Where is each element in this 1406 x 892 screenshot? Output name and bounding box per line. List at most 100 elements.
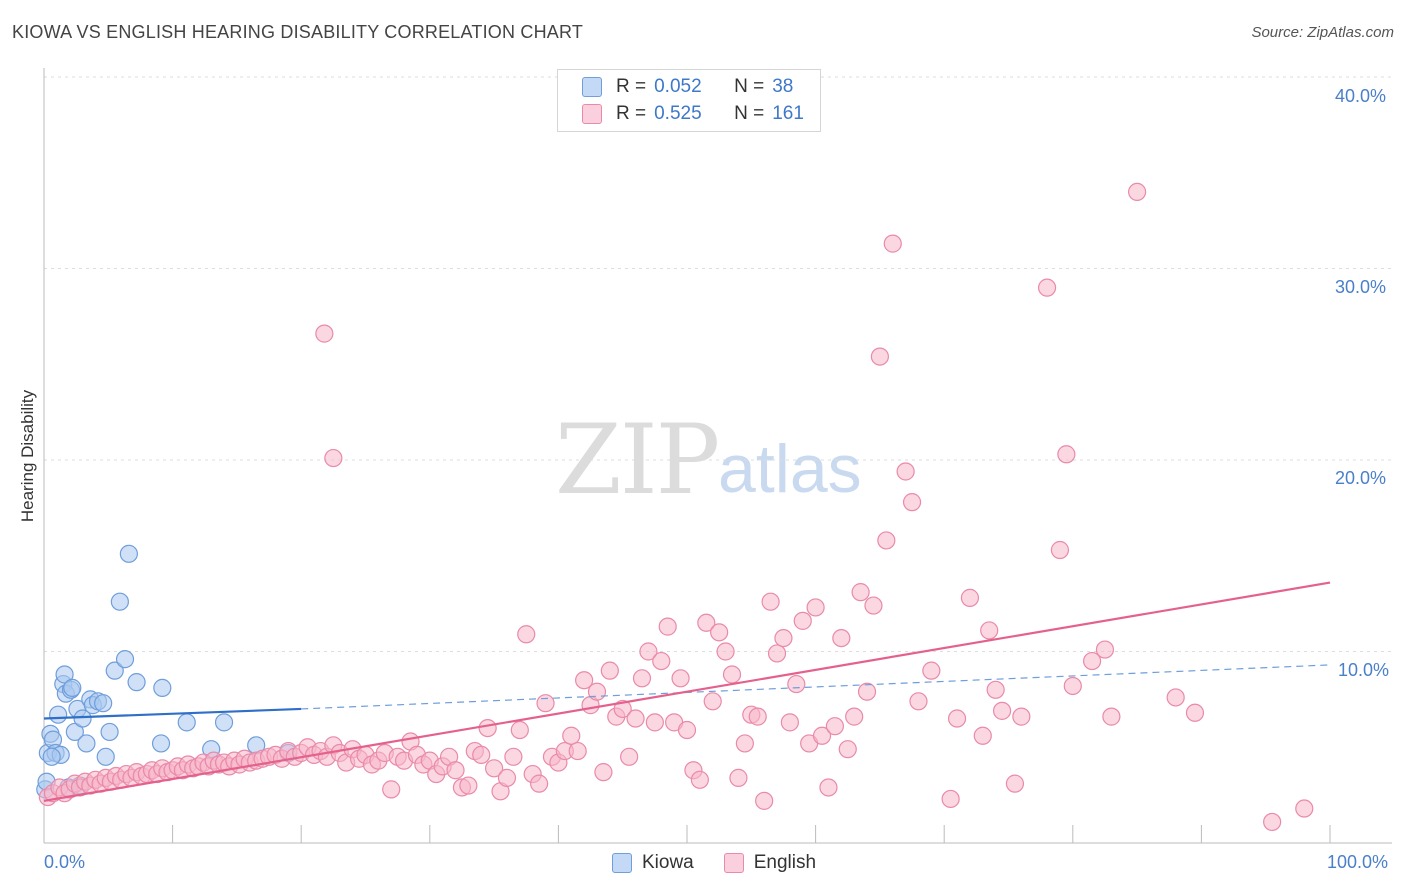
english-point: [485, 759, 504, 778]
english-point: [767, 644, 787, 663]
kiowa-point: [153, 678, 172, 697]
kiowa-point: [105, 661, 124, 680]
y-tick-label: 20.0%: [1335, 468, 1387, 488]
english-point: [613, 699, 632, 719]
english-point: [1037, 278, 1057, 297]
english-point: [1166, 688, 1185, 707]
kiowa-point: [127, 673, 146, 692]
r-value: 0.525: [654, 103, 702, 124]
english-point: [504, 747, 523, 766]
english-point: [947, 709, 967, 728]
english-point: [677, 720, 697, 740]
kiowa-point: [49, 705, 68, 724]
kiowa-swatch: [612, 853, 632, 873]
english-point: [517, 625, 536, 644]
english-point: [575, 671, 594, 690]
english-point: [877, 531, 896, 550]
english-point: [324, 448, 343, 468]
kiowa-point: [94, 694, 113, 713]
english-point: [857, 682, 877, 701]
english-point: [774, 628, 793, 648]
english-point: [315, 324, 334, 343]
english-point: [864, 596, 883, 615]
legend-item-english[interactable]: English: [723, 852, 816, 874]
n-label: N =: [734, 103, 765, 124]
english-point: [787, 674, 806, 694]
english-point: [716, 642, 735, 661]
english-point: [594, 763, 613, 782]
english-point: [973, 726, 992, 745]
english-point: [645, 713, 664, 732]
english-point: [658, 617, 677, 636]
english-point: [1095, 640, 1115, 659]
english-point: [478, 718, 497, 738]
english-point: [819, 778, 838, 797]
english-point: [986, 680, 1005, 699]
english-point: [812, 726, 832, 745]
kiowa-point: [151, 734, 171, 753]
english-point: [626, 709, 645, 728]
r-value: 0.052: [654, 76, 702, 97]
english-point: [639, 642, 658, 661]
english-point: [883, 234, 902, 253]
kiowa-point: [177, 713, 196, 732]
english-point: [838, 740, 857, 759]
english-point: [446, 761, 465, 780]
kiowa-point: [73, 709, 92, 728]
english-point: [761, 592, 780, 611]
legend-item-kiowa[interactable]: Kiowa: [612, 852, 694, 874]
y-tick-label: 10.0%: [1338, 660, 1390, 680]
x-tick-label: 100.0%: [1327, 852, 1389, 872]
kiowa-point: [77, 734, 96, 753]
english-point: [690, 770, 709, 789]
english-point: [710, 623, 729, 642]
english-point: [620, 747, 639, 766]
english-point: [960, 588, 980, 607]
english-point: [832, 628, 851, 648]
english-point: [825, 717, 844, 736]
n-value: 38: [772, 76, 794, 97]
chart-title: KIOWA VS ENGLISH HEARING DISABILITY CORR…: [12, 22, 584, 42]
english-point: [922, 661, 941, 680]
english-point: [600, 661, 619, 680]
english-point: [652, 651, 671, 671]
english-swatch: [723, 853, 744, 873]
legend-label: Kiowa: [642, 852, 694, 873]
english-point: [941, 789, 960, 809]
kiowa-point: [115, 650, 135, 669]
kiowa-point: [100, 722, 119, 742]
series-legend: Kiowa English: [612, 852, 846, 874]
kiowa-swatch: [582, 77, 602, 97]
correlation-legend: R = 0.052 N = 38 R = 0.525 N = 161: [557, 69, 821, 132]
english-point: [729, 768, 748, 787]
english-point: [755, 791, 774, 810]
n-label: N =: [734, 76, 765, 97]
kiowa-trend-extension: [301, 664, 1331, 710]
n-value: 161: [772, 103, 804, 124]
english-point: [845, 707, 864, 726]
english-point: [806, 598, 825, 617]
watermark-atlas: atlas: [718, 431, 862, 507]
english-point: [851, 583, 870, 602]
english-point: [793, 611, 812, 630]
english-point: [896, 462, 915, 481]
kiowa-point: [110, 592, 129, 611]
english-point: [722, 665, 742, 684]
r-label: R =: [616, 103, 647, 124]
english-point: [587, 682, 607, 701]
english-point: [1005, 774, 1025, 793]
english-point: [1050, 540, 1070, 560]
kiowa-point: [119, 544, 138, 563]
english-point: [980, 621, 999, 640]
english-point: [382, 780, 401, 799]
english-point: [697, 613, 716, 632]
legend-row-kiowa: R = 0.052 N = 38: [582, 75, 793, 99]
english-point: [870, 347, 890, 366]
y-tick-label: 30.0%: [1335, 277, 1387, 297]
kiowa-point: [42, 747, 61, 766]
english-point: [1057, 445, 1076, 464]
english-point: [735, 734, 754, 753]
english-point: [632, 669, 652, 688]
kiowa-point: [63, 678, 82, 697]
kiowa-trend-line: [43, 707, 302, 720]
